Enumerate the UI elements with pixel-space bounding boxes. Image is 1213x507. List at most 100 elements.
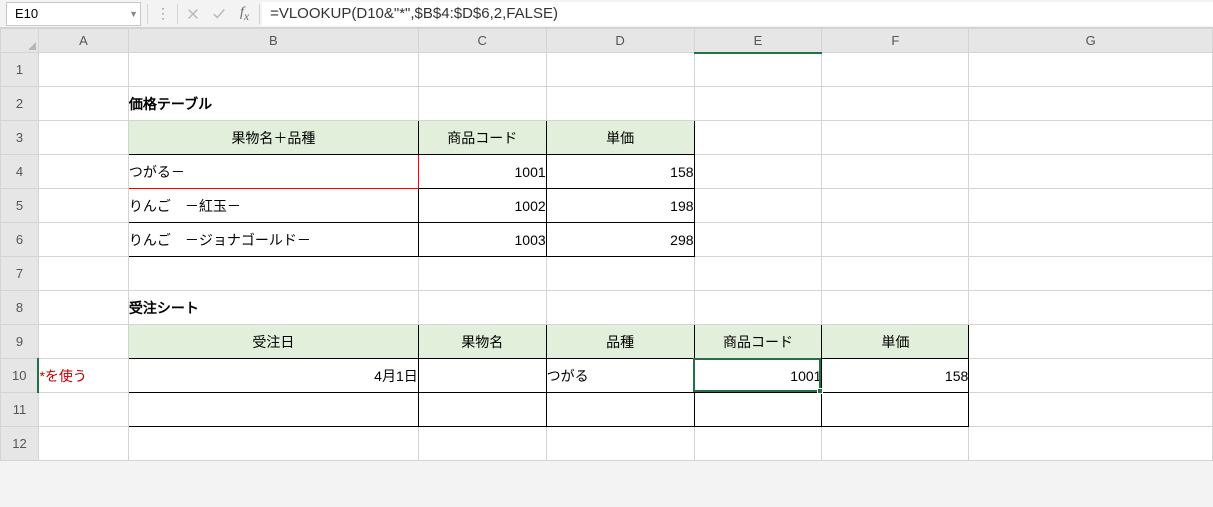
cell-G1[interactable] [969,53,1213,87]
cell-A8[interactable] [38,291,128,325]
row-header-9[interactable]: 9 [1,325,39,359]
cell-C6[interactable]: 1003 [418,223,546,257]
col-header-E[interactable]: E [694,29,822,53]
cell-G11[interactable] [969,393,1213,427]
cell-C5[interactable]: 1002 [418,189,546,223]
name-box[interactable]: E10 ▼ [6,2,141,26]
cell-B8[interactable]: 受注シート [128,291,418,325]
row-header-12[interactable]: 12 [1,427,39,461]
col-header-A[interactable]: A [38,29,128,53]
col-header-G[interactable]: G [969,29,1213,53]
cell-B9[interactable]: 受注日 [128,325,418,359]
cell-F4[interactable] [822,155,969,189]
cell-A10[interactable]: *を使う [38,359,128,393]
cell-G12[interactable] [969,427,1213,461]
cell-G9[interactable] [969,325,1213,359]
cell-G5[interactable] [969,189,1213,223]
cell-A1[interactable] [38,53,128,87]
cell-F7[interactable] [822,257,969,291]
col-header-C[interactable]: C [418,29,546,53]
cell-A6[interactable] [38,223,128,257]
cell-F9[interactable]: 単価 [822,325,969,359]
cell-A9[interactable] [38,325,128,359]
cell-D9[interactable]: 品種 [546,325,694,359]
cell-A5[interactable] [38,189,128,223]
cell-F6[interactable] [822,223,969,257]
cell-F1[interactable] [822,53,969,87]
cell-G3[interactable] [969,121,1213,155]
cell-B3[interactable]: 果物名＋品種 [128,121,418,155]
cell-B11[interactable] [128,393,418,427]
cell-G8[interactable] [969,291,1213,325]
cell-D5[interactable]: 198 [546,189,694,223]
select-all-corner[interactable] [1,29,39,53]
cell-D2[interactable] [546,87,694,121]
cell-B5[interactable]: りんご －紅玉－ [128,189,418,223]
cell-F11[interactable] [822,393,969,427]
cell-D6[interactable]: 298 [546,223,694,257]
row-header-5[interactable]: 5 [1,189,39,223]
cell-C11[interactable] [418,393,546,427]
cell-D3[interactable]: 単価 [546,121,694,155]
cell-E8[interactable] [694,291,822,325]
cell-E5[interactable] [694,189,822,223]
cell-F3[interactable] [822,121,969,155]
cell-C2[interactable] [418,87,546,121]
cell-G7[interactable] [969,257,1213,291]
cell-G10[interactable] [969,359,1213,393]
cell-E11[interactable] [694,393,822,427]
cell-C9[interactable]: 果物名 [418,325,546,359]
cell-B10[interactable]: 4月1日 [128,359,418,393]
cell-D8[interactable] [546,291,694,325]
cell-B1[interactable] [128,53,418,87]
row-header-2[interactable]: 2 [1,87,39,121]
cell-C7[interactable] [418,257,546,291]
cancel-formula-button[interactable] [180,2,206,26]
row-header-10[interactable]: 10 [1,359,39,393]
cell-D4[interactable]: 158 [546,155,694,189]
cell-C12[interactable] [418,427,546,461]
cell-A7[interactable] [38,257,128,291]
cell-C8[interactable] [418,291,546,325]
formula-input[interactable]: =VLOOKUP(D10&"*",$B$4:$D$6,2,FALSE) [262,2,1213,26]
cell-D10[interactable]: つがる [546,359,694,393]
row-header-1[interactable]: 1 [1,53,39,87]
cell-D7[interactable] [546,257,694,291]
row-header-3[interactable]: 3 [1,121,39,155]
row-header-4[interactable]: 4 [1,155,39,189]
cell-E4[interactable] [694,155,822,189]
cell-B7[interactable] [128,257,418,291]
cell-A12[interactable] [38,427,128,461]
cell-B2[interactable]: 価格テーブル [128,87,418,121]
cell-E10[interactable]: 1001 [694,359,822,393]
cell-A11[interactable] [38,393,128,427]
col-header-D[interactable]: D [546,29,694,53]
row-header-11[interactable]: 11 [1,393,39,427]
cell-D12[interactable] [546,427,694,461]
cell-C4[interactable]: 1001 [418,155,546,189]
cell-B4[interactable]: つがる－ [128,155,418,189]
cell-A4[interactable] [38,155,128,189]
cell-E2[interactable] [694,87,822,121]
col-header-B[interactable]: B [128,29,418,53]
cell-F12[interactable] [822,427,969,461]
cell-D11[interactable] [546,393,694,427]
cell-C3[interactable]: 商品コード [418,121,546,155]
cell-F8[interactable] [822,291,969,325]
cell-E1[interactable] [694,53,822,87]
cell-E7[interactable] [694,257,822,291]
cell-C1[interactable] [418,53,546,87]
row-header-6[interactable]: 6 [1,223,39,257]
cell-A2[interactable] [38,87,128,121]
cell-G6[interactable] [969,223,1213,257]
cell-D1[interactable] [546,53,694,87]
cell-E9[interactable]: 商品コード [694,325,822,359]
expand-icon[interactable]: ⋮ [150,5,175,22]
cell-A3[interactable] [38,121,128,155]
cell-C10[interactable] [418,359,546,393]
cell-B6[interactable]: りんご －ジョナゴールド－ [128,223,418,257]
cell-E3[interactable] [694,121,822,155]
col-header-F[interactable]: F [822,29,969,53]
cell-E6[interactable] [694,223,822,257]
cell-E12[interactable] [694,427,822,461]
